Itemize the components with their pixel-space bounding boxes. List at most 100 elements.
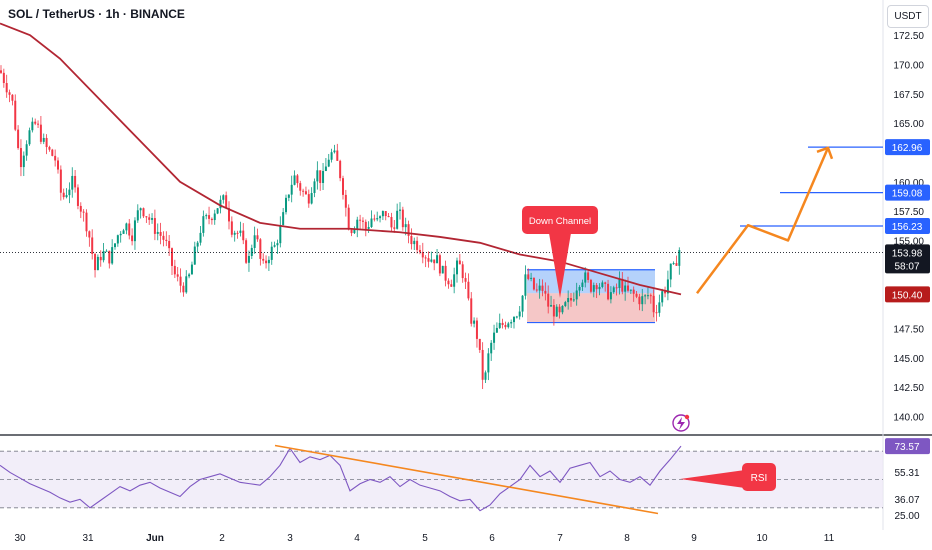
candle-body (91, 237, 94, 254)
candle-body (344, 194, 347, 208)
rsi-line (0, 445, 682, 512)
price-tag-label: 162.96 (892, 143, 923, 154)
candle-body (584, 272, 587, 283)
bar-countdown-label: 58:07 (894, 261, 919, 272)
candle-body (638, 296, 641, 305)
candle-body (108, 250, 111, 264)
candle-body (632, 289, 635, 294)
price-tick-label: 157.50 (893, 207, 924, 218)
rsi-tag (885, 492, 930, 507)
current-price-tag (885, 244, 930, 274)
candle-body (333, 150, 336, 153)
candle-body (182, 285, 185, 293)
candle-body (188, 274, 191, 277)
candle-body (644, 295, 647, 297)
rsi-callout-label: RSI (751, 473, 768, 484)
candle-body (25, 144, 28, 156)
candle-body (148, 217, 151, 220)
candle-body (310, 193, 313, 204)
candle-body (282, 212, 285, 225)
candle-body (441, 265, 444, 274)
candle-body (447, 280, 450, 285)
candle-body (153, 218, 156, 234)
candle-body (504, 325, 507, 328)
candle-body (22, 155, 25, 168)
candle-body (142, 208, 145, 217)
candle-body (604, 282, 607, 284)
candle-body (370, 218, 373, 227)
candle-body (490, 342, 493, 354)
candle-body (245, 240, 248, 263)
time-tick-label: 9 (691, 533, 697, 544)
candle-body (299, 183, 302, 191)
price-tick-label: 160.00 (893, 178, 924, 189)
candle-body (518, 311, 521, 317)
candle-body (538, 285, 541, 291)
candle-body (595, 285, 598, 290)
price-tick-label: 142.50 (893, 383, 924, 394)
rsi-tag (885, 507, 930, 522)
candle-body (336, 150, 339, 161)
price-axis: 172.50 170.00 167.50 165.00 160.00 157.50 155.… (885, 31, 930, 522)
candle-body (401, 209, 404, 228)
time-tick-label: 2 (219, 533, 225, 544)
candle-body (461, 264, 464, 279)
price-tick-label: 165.00 (893, 119, 924, 130)
price-tick-label: 147.50 (893, 324, 924, 335)
rsi-tag (885, 464, 930, 479)
candle-body (74, 175, 77, 188)
candle-body (316, 170, 319, 182)
candle-body (196, 242, 199, 247)
candle-body (0, 70, 2, 73)
current-price-label: 153.98 (892, 248, 923, 259)
candle-body (675, 263, 678, 266)
candle-body (2, 72, 5, 84)
lightning-bolt-icon[interactable] (672, 414, 690, 432)
candle-body (655, 312, 658, 314)
candle-body (102, 251, 105, 261)
candle-body (353, 229, 356, 234)
candle-body (421, 252, 424, 258)
candle-body (339, 160, 342, 179)
candle-body (678, 250, 681, 266)
candle-body (373, 218, 376, 220)
time-tick-label: 6 (489, 533, 495, 544)
candle-body (190, 264, 193, 275)
candle-body (159, 231, 162, 236)
candle-body (267, 259, 270, 264)
candle-body (652, 295, 655, 313)
candle-body (627, 285, 629, 291)
candle-body (376, 218, 379, 220)
candle-body (393, 227, 396, 229)
candle-body (116, 235, 119, 244)
time-axis: 30 31 Jun 2 3 4 5 6 7 8 9 10 11 (14, 533, 834, 544)
candle-body (202, 216, 205, 233)
candle-body (327, 159, 330, 167)
candle-body (641, 296, 644, 305)
rsi-callout-box (742, 463, 776, 491)
candle-body (495, 327, 498, 333)
candle-body (515, 316, 518, 318)
rsi-callout: RSI (680, 463, 776, 491)
currency-button[interactable]: USDT (887, 5, 929, 28)
projection-path (695, 147, 830, 294)
candle-body (649, 295, 652, 297)
candle-body (578, 286, 581, 291)
candle-body (193, 246, 196, 265)
candle-body (39, 124, 42, 142)
candle-body (119, 233, 122, 236)
rsi-tag-label: 73.57 (894, 442, 919, 453)
candle-body (293, 175, 296, 185)
candle-body (270, 246, 273, 260)
price-tag (885, 218, 930, 235)
time-tick-label: 30 (14, 533, 26, 544)
candle-body (228, 208, 230, 222)
candle-body (76, 187, 79, 206)
candle-body (458, 260, 461, 265)
candle-body (213, 213, 216, 221)
candle-body (629, 289, 632, 291)
candle-body (205, 215, 208, 217)
candle-body (381, 211, 384, 217)
candle-body (128, 223, 131, 236)
